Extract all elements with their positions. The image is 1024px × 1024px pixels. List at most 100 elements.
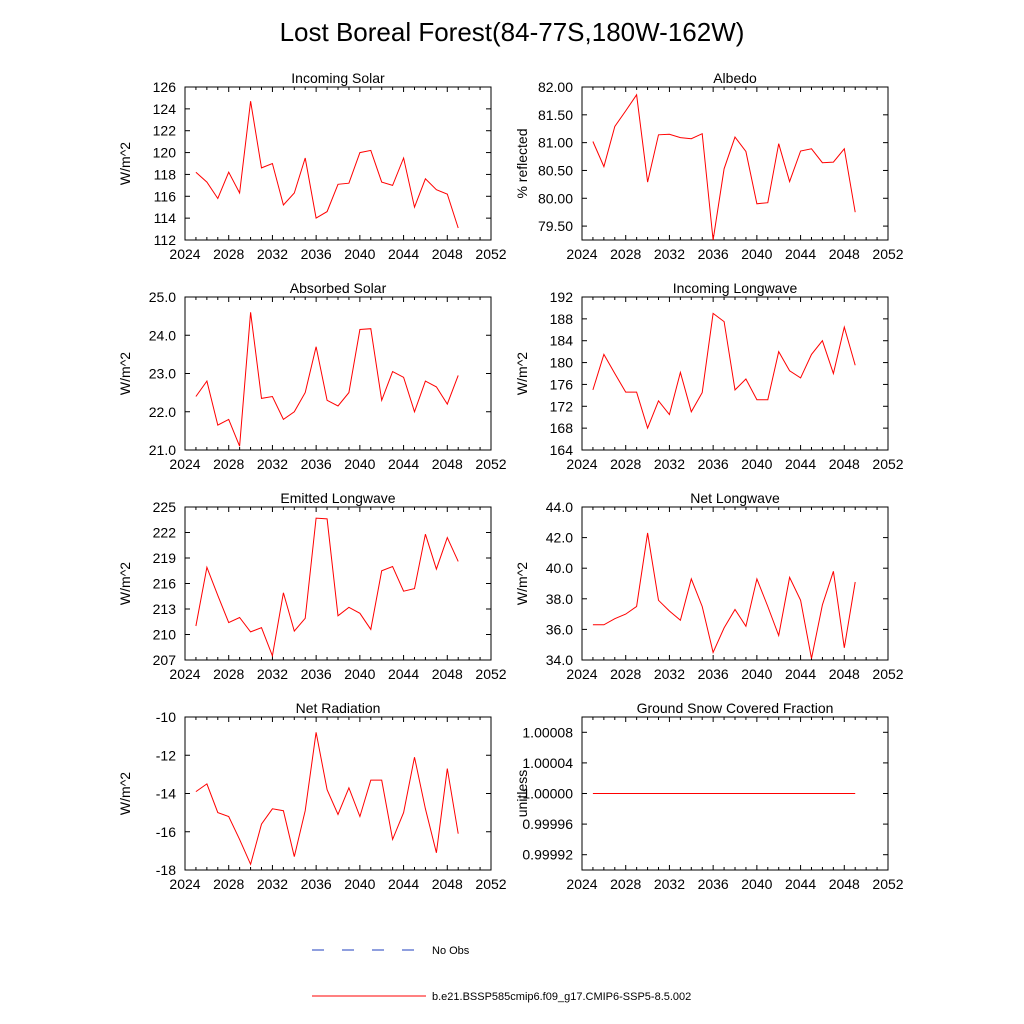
net-longwave-ytick-label: 44.0 [546, 499, 573, 515]
absorbed-solar-ytick-label: 21.0 [149, 442, 176, 458]
incoming-longwave-ytick-label: 192 [550, 289, 574, 305]
absorbed-solar-xtick-label: 2048 [432, 456, 463, 472]
albedo-ytick-label: 81.50 [538, 107, 573, 123]
legend-model-label: b.e21.BSSP585cmip6.f09_g17.CMIP6-SSP5-8.… [432, 991, 691, 1003]
albedo-xtick-label: 2052 [872, 246, 903, 262]
net-radiation-ytick-label: -16 [156, 824, 176, 840]
ground-snow-covered-fraction-xtick-label: 2024 [566, 876, 597, 892]
emitted-longwave-xtick-label: 2044 [388, 666, 419, 682]
net-radiation-xtick-label: 2040 [344, 876, 375, 892]
incoming-solar-ytick-label: 122 [153, 123, 177, 139]
absorbed-solar-series-line [195, 312, 459, 447]
ground-snow-covered-fraction-xtick-label: 2028 [610, 876, 641, 892]
legend: No Obs b.e21.BSSP585cmip6.f09_g17.CMIP6-… [312, 945, 691, 1003]
emitted-longwave-ytick-label: 207 [153, 652, 177, 668]
incoming-longwave-ylabel: W/m^2 [514, 352, 530, 395]
panels: Incoming Solar W/m^2 2024 2028 2032 2036 2040 2… [117, 70, 904, 892]
ground-snow-covered-fraction-title: Ground Snow Covered Fraction [637, 700, 834, 716]
incoming-solar-ytick-label: 126 [153, 79, 177, 95]
incoming-solar-series-line [195, 101, 459, 229]
absorbed-solar-ytick-label: 22.0 [149, 404, 176, 420]
albedo-ytick-label: 79.50 [538, 218, 573, 234]
emitted-longwave-ytick-label: 225 [153, 499, 177, 515]
incoming-solar-xtick-label: 2040 [344, 246, 375, 262]
emitted-longwave-ytick-label: 219 [153, 550, 177, 566]
incoming-longwave-title: Incoming Longwave [673, 280, 798, 296]
incoming-longwave-xtick-label: 2040 [741, 456, 772, 472]
albedo-frame [581, 86, 889, 241]
incoming-longwave-ytick-label: 188 [550, 311, 574, 327]
net-longwave-ytick-label: 38.0 [546, 591, 573, 607]
figure-title: Lost Boreal Forest(84-77S,180W-162W) [280, 17, 745, 47]
absorbed-solar-xtick-label: 2036 [301, 456, 332, 472]
absorbed-solar-xtick-label: 2028 [213, 456, 244, 472]
net-longwave-xtick-label: 2052 [872, 666, 903, 682]
absorbed-solar-ylabel: W/m^2 [117, 352, 133, 395]
incoming-solar-xtick-label: 2032 [257, 246, 288, 262]
absorbed-solar-xtick-label: 2024 [169, 456, 200, 472]
albedo-xtick-label: 2028 [610, 246, 641, 262]
emitted-longwave-xtick-label: 2032 [257, 666, 288, 682]
emitted-longwave-xtick-label: 2024 [169, 666, 200, 682]
net-radiation-title: Net Radiation [296, 700, 381, 716]
net-radiation-xtick-label: 2044 [388, 876, 419, 892]
incoming-solar-xtick-label: 2044 [388, 246, 419, 262]
albedo-title: Albedo [713, 70, 757, 86]
incoming-longwave-frame [581, 296, 889, 451]
albedo-xtick-label: 2024 [566, 246, 597, 262]
net-longwave-xtick-label: 2048 [829, 666, 860, 682]
net-longwave-ytick-label: 40.0 [546, 560, 573, 576]
incoming-solar-ytick-label: 120 [153, 145, 177, 161]
incoming-solar-ytick-label: 118 [154, 166, 177, 182]
incoming-longwave-xtick-label: 2024 [566, 456, 597, 472]
albedo-ytick-label: 80.50 [538, 162, 573, 178]
ground-snow-covered-fraction-xtick-label: 2044 [785, 876, 816, 892]
albedo-xtick-label: 2036 [698, 246, 729, 262]
incoming-solar-ytick-label: 114 [154, 210, 177, 226]
emitted-longwave-ytick-label: 213 [153, 601, 177, 617]
incoming-longwave-xtick-label: 2028 [610, 456, 641, 472]
net-radiation-xtick-label: 2052 [475, 876, 506, 892]
ground-snow-covered-fraction-xtick-label: 2036 [698, 876, 729, 892]
net-longwave-xtick-label: 2044 [785, 666, 816, 682]
ground-snow-covered-fraction-ytick-label: 1.00004 [522, 755, 573, 771]
incoming-longwave-ytick-label: 164 [550, 442, 574, 458]
incoming-solar-ytick-label: 124 [153, 101, 177, 117]
incoming-longwave-xtick-label: 2052 [872, 456, 903, 472]
absorbed-solar-title: Absorbed Solar [290, 280, 387, 296]
net-longwave-frame [581, 506, 889, 661]
incoming-solar-xtick-label: 2028 [213, 246, 244, 262]
net-longwave-ytick-label: 34.0 [546, 652, 573, 668]
incoming-longwave-ytick-label: 176 [550, 376, 574, 392]
incoming-solar-xtick-label: 2024 [169, 246, 200, 262]
net-longwave-xtick-label: 2028 [610, 666, 641, 682]
albedo-xtick-label: 2040 [741, 246, 772, 262]
panel-net-longwave: Net Longwave W/m^2 2024 2028 2032 2036 2040 204… [514, 490, 904, 682]
panel-incoming-solar: Incoming Solar W/m^2 2024 2028 2032 2036 2040 2… [117, 70, 507, 262]
net-radiation-ytick-label: -10 [156, 709, 176, 725]
incoming-longwave-xtick-label: 2036 [698, 456, 729, 472]
emitted-longwave-title: Emitted Longwave [280, 490, 395, 506]
ground-snow-covered-fraction-ytick-label: 0.99996 [522, 816, 573, 832]
incoming-longwave-ytick-label: 172 [550, 398, 574, 414]
albedo-series-line [592, 93, 856, 241]
incoming-solar-ylabel: W/m^2 [117, 142, 133, 185]
net-longwave-xtick-label: 2032 [654, 666, 685, 682]
incoming-longwave-ytick-label: 184 [550, 333, 574, 349]
net-radiation-xtick-label: 2028 [213, 876, 244, 892]
incoming-solar-xtick-label: 2048 [432, 246, 463, 262]
incoming-longwave-ytick-label: 180 [550, 355, 574, 371]
legend-obs-label: No Obs [432, 945, 470, 957]
net-radiation-ytick-label: -18 [156, 862, 176, 878]
ground-snow-covered-fraction-ytick-label: 1.00008 [522, 724, 573, 740]
net-radiation-xtick-label: 2032 [257, 876, 288, 892]
incoming-solar-frame [184, 86, 492, 241]
absorbed-solar-ytick-label: 25.0 [149, 289, 176, 305]
emitted-longwave-ylabel: W/m^2 [117, 562, 133, 605]
absorbed-solar-frame [184, 296, 492, 451]
panel-albedo: Albedo % reflected 2024 2028 2032 2036 2040 204… [514, 70, 904, 262]
emitted-longwave-xtick-label: 2028 [213, 666, 244, 682]
panel-net-radiation: Net Radiation W/m^2 2024 2028 2032 2036 2040 20… [117, 700, 507, 892]
emitted-longwave-ytick-label: 216 [153, 576, 177, 592]
absorbed-solar-xtick-label: 2044 [388, 456, 419, 472]
